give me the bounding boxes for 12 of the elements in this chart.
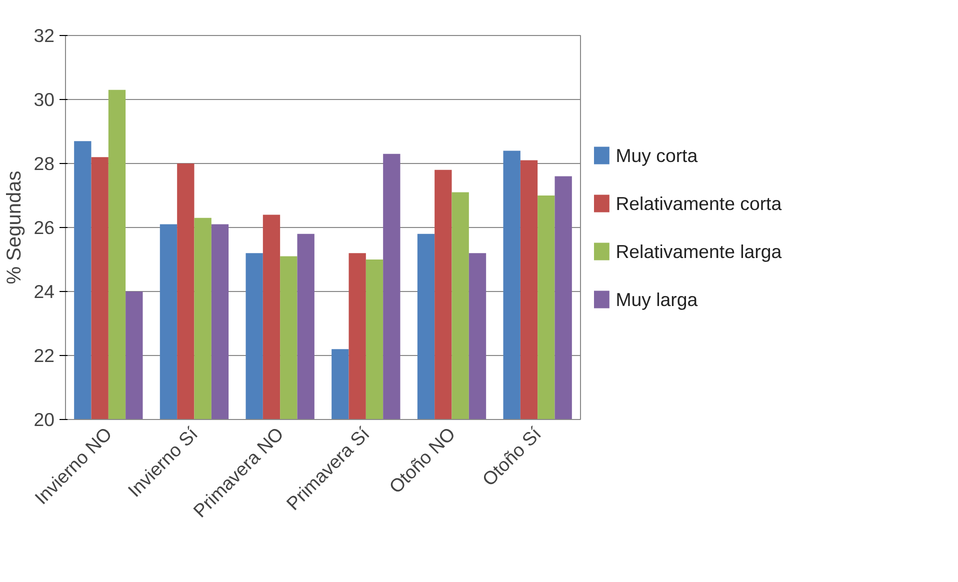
legend-label: Relativamente larga xyxy=(616,241,782,262)
y-tick-label: 26 xyxy=(34,217,55,238)
y-tick-label: 28 xyxy=(34,153,55,174)
y-tick-label: 30 xyxy=(34,89,55,110)
y-axis-title: % Segundas xyxy=(4,170,26,284)
y-tick-label: 22 xyxy=(34,345,55,366)
y-tick-label: 20 xyxy=(34,409,55,430)
legend-label: Relativamente corta xyxy=(616,193,782,214)
y-tick-label: 24 xyxy=(34,281,55,302)
legend-label: Muy larga xyxy=(616,289,698,310)
legend-label: Muy corta xyxy=(616,145,698,166)
y-tick-label: 32 xyxy=(34,25,55,46)
